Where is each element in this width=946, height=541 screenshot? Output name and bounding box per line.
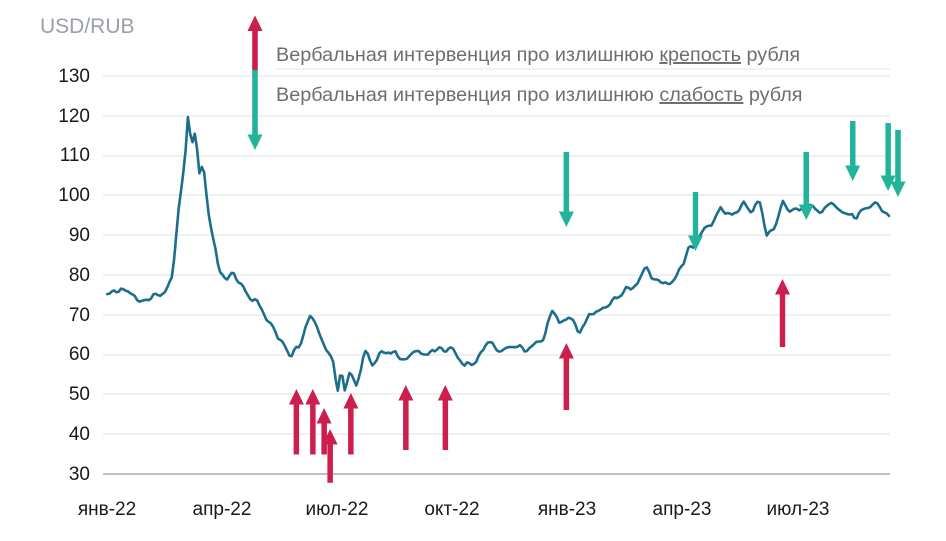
- svg-text:апр-23: апр-23: [653, 499, 712, 520]
- svg-text:окт-22: окт-22: [424, 499, 479, 520]
- svg-text:Вербальная интервенция про изл: Вербальная интервенция про излишнюю слаб…: [276, 84, 802, 106]
- svg-text:80: 80: [69, 265, 90, 286]
- svg-text:50: 50: [69, 384, 90, 405]
- svg-text:130: 130: [58, 66, 90, 87]
- svg-text:120: 120: [58, 106, 90, 127]
- svg-text:90: 90: [69, 225, 90, 246]
- svg-text:60: 60: [69, 344, 90, 365]
- svg-text:июл-22: июл-22: [306, 499, 369, 520]
- svg-text:110: 110: [60, 145, 90, 166]
- svg-text:100: 100: [58, 185, 90, 206]
- svg-text:июл-23: июл-23: [767, 499, 830, 520]
- svg-text:30: 30: [69, 464, 90, 485]
- svg-text:Вербальная интервенция про изл: Вербальная интервенция про излишнюю креп…: [276, 44, 800, 66]
- svg-text:янв-23: янв-23: [538, 499, 596, 520]
- svg-text:70: 70: [69, 305, 90, 326]
- svg-text:USD/RUB: USD/RUB: [40, 15, 135, 38]
- svg-text:40: 40: [69, 424, 90, 445]
- svg-text:янв-22: янв-22: [78, 499, 136, 520]
- svg-text:апр-22: апр-22: [193, 499, 252, 520]
